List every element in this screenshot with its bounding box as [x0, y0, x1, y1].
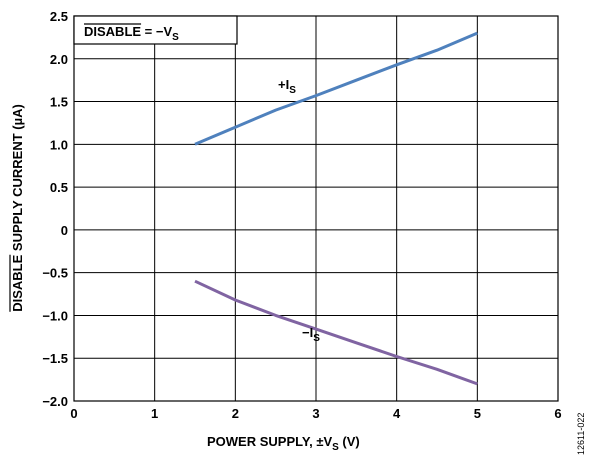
series-label-plus-is-main: +I: [278, 77, 289, 92]
y-tick-label: 0: [61, 223, 68, 238]
plot-frame: [73, 15, 559, 402]
y-axis-title-rest: SUPPLY CURRENT (µA): [10, 104, 25, 255]
x-tick-label: 4: [393, 406, 401, 421]
series-line-plus-is: [194, 31, 478, 146]
figure-id: 12611-022: [576, 413, 586, 455]
series-group: [194, 31, 478, 386]
series-label-minus-is-main: −I: [302, 325, 313, 340]
y-tick-label: 2.0: [50, 52, 68, 67]
y-tick-label: −2.0: [42, 394, 68, 409]
x-tick-label: 3: [312, 406, 319, 421]
condition-overbar: DISABLE: [84, 24, 141, 39]
figure-id-text: 12611-022: [576, 413, 586, 455]
x-tick-label: 6: [554, 406, 561, 421]
x-axis-title-sub: S: [332, 442, 339, 453]
x-tick-label: 0: [70, 406, 77, 421]
series-line-minus-is: [194, 279, 478, 386]
x-axis-title: POWER SUPPLY, ±VS (V): [207, 434, 360, 453]
y-tick-label: −0.5: [42, 266, 68, 281]
y-axis-title-overbar: DISABLE: [10, 254, 25, 311]
y-tick-label: 1.5: [50, 95, 68, 110]
y-tick-label: 0.5: [50, 180, 68, 195]
series-label-minus-is-sub: S: [313, 333, 320, 344]
condition-box: [73, 15, 238, 45]
y-axis-title: DISABLE SUPPLY CURRENT (µA): [9, 104, 25, 312]
x-tick-label: 1: [151, 406, 158, 421]
condition-middle: = −V: [141, 24, 172, 39]
y-tick-label: −1.0: [42, 308, 68, 323]
condition-sub: S: [172, 32, 179, 43]
series-label-minus-is: −IS: [302, 325, 320, 344]
condition-annotation: DISABLE = −VS: [73, 15, 238, 45]
series-label-plus-is: +IS: [278, 77, 296, 96]
y-tick-labels: 2.5 2.0 1.5 1.0 0.5 0 −0.5 −1.0 −1.5 −2.0: [42, 9, 68, 409]
series-label-plus-is-sub: S: [289, 85, 296, 96]
y-tick-label: 1.0: [50, 137, 68, 152]
x-axis-title-main: POWER SUPPLY, ±V: [207, 434, 332, 449]
x-axis-title-tail: (V): [339, 434, 360, 449]
x-tick-label: 5: [474, 406, 481, 421]
y-tick-label: 2.5: [50, 9, 68, 24]
x-tick-label: 2: [232, 406, 239, 421]
y-axis-title-text: DISABLE SUPPLY CURRENT (µA): [10, 104, 25, 312]
y-tick-label: −1.5: [42, 351, 68, 366]
x-tick-labels: 0 1 2 3 4 5 6: [70, 406, 561, 421]
condition-text: DISABLE = −VS: [84, 24, 179, 43]
